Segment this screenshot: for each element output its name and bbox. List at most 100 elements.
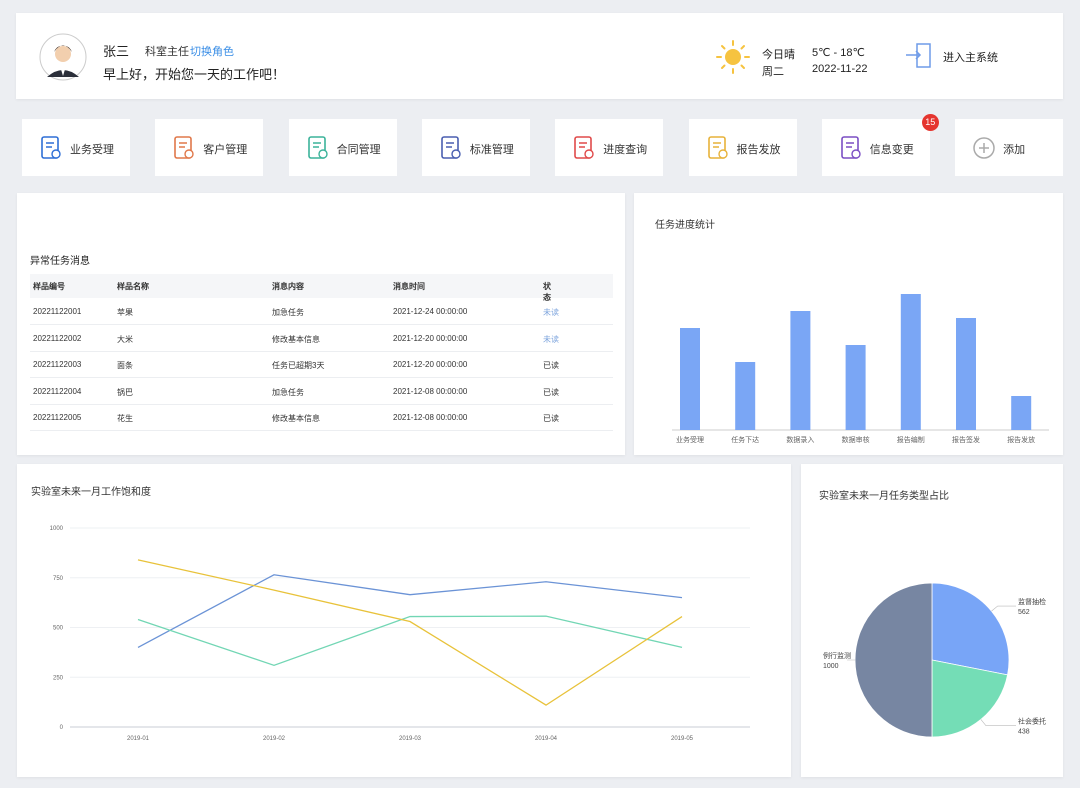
line-series: [137, 574, 683, 648]
label-leader: [980, 719, 1016, 726]
shortcut-tile[interactable]: 标准管理: [421, 119, 530, 176]
column-header: 状态: [543, 282, 551, 302]
x-tick-label: 数据审核: [842, 435, 870, 444]
shortcut-tile[interactable]: 客户管理: [155, 119, 264, 176]
table-cell: 未读: [543, 308, 559, 317]
shortcut-label: 业务受理: [70, 144, 114, 156]
slice-value: 562: [1018, 609, 1030, 616]
icon-shape: [184, 149, 194, 159]
slice-label: 社会委托: [1018, 717, 1046, 726]
shortcut-icon: [574, 136, 594, 159]
x-tick-label: 报告发放: [1007, 435, 1035, 444]
chart-title: 实验室未来一月工作饱和度: [31, 485, 151, 498]
table-cell: 20221122002: [33, 333, 82, 343]
icon-shape: [174, 136, 193, 159]
date: 2022-11-22: [812, 63, 868, 75]
enter-system-link[interactable]: 进入主系统: [943, 52, 998, 64]
weekday: 周二: [762, 66, 784, 78]
icon-shape: [707, 136, 726, 159]
table-cell: 20221122005: [33, 413, 82, 422]
shortcut-tile[interactable]: 信息变更 15: [821, 114, 939, 176]
shortcut-icon: [174, 136, 194, 159]
icon-shape: [179, 142, 188, 148]
shortcut-icon: [840, 136, 861, 159]
table-cell: 面条: [117, 361, 133, 370]
slice-label: 监督抽检: [1018, 597, 1046, 606]
icon-shape: [46, 142, 54, 148]
table-cell: 已读: [543, 414, 559, 423]
table-cell: 2021-12-24 00:00:00: [393, 307, 468, 316]
bar: [900, 294, 921, 430]
table-cell: 已读: [543, 361, 559, 370]
shortcut-icon: [441, 136, 461, 159]
row-divider: [30, 403, 613, 405]
x-tick-label: 2019-04: [535, 736, 558, 742]
shortcut-tile[interactable]: 进度查询: [555, 119, 664, 176]
y-tick-label: 250: [53, 675, 64, 681]
avatar: [39, 33, 87, 81]
table-cell: 修改基本信息: [272, 414, 320, 423]
icon-shape: [840, 136, 859, 159]
enter-icon: [906, 43, 931, 68]
user-role: 科室主任: [145, 46, 189, 58]
shortcut-label: 进度查询: [603, 144, 648, 156]
slice-value: 438: [1018, 729, 1030, 736]
x-tick-label: 报告编制: [897, 435, 925, 444]
y-tick-label: 500: [53, 626, 64, 632]
shortcut-tile[interactable]: 报告发放: [688, 119, 797, 176]
y-tick-label: 1000: [50, 526, 64, 532]
shortcut-icon: [973, 137, 995, 159]
icon-shape: [851, 149, 861, 159]
shortcut-tile[interactable]: 合同管理: [288, 119, 397, 176]
table-cell: 加急任务: [272, 387, 304, 397]
shortcut-tile[interactable]: 业务受理: [22, 119, 130, 176]
icon-shape: [51, 149, 61, 159]
x-tick-label: 任务下达: [731, 435, 759, 444]
icon-shape: [451, 149, 461, 159]
slice-label: 例行监测: [823, 651, 851, 660]
shortcut-label: 客户管理: [203, 144, 248, 156]
chart-title: 实验室未来一月任务类型占比: [819, 489, 949, 502]
shortcut-label: 合同管理: [336, 144, 381, 156]
x-tick-label: 2019-05: [671, 736, 694, 742]
chart-title: 任务进度统计: [655, 218, 715, 231]
bar: [680, 328, 700, 430]
icon-shape: [312, 142, 321, 148]
x-tick-label: 业务受理: [676, 435, 704, 444]
shortcut-tile[interactable]: 添加: [955, 119, 1064, 176]
column-header: 消息内容: [272, 282, 304, 291]
shortcut-label: 信息变更: [869, 144, 914, 156]
label-leader: [991, 605, 1016, 612]
table-cell: 任务已超期3天: [272, 361, 325, 370]
table-cell: 2021-12-08 00:00:00: [393, 413, 468, 422]
icon-shape: [307, 136, 326, 159]
shortcut-label: 添加: [1003, 144, 1026, 156]
icon-shape: [845, 142, 854, 148]
switch-role-link[interactable]: 切换角色: [190, 46, 234, 58]
bar: [735, 362, 756, 430]
header-card: 张三 科室主任 切换角色 早上好，开始您一天的工作吧！ 今日晴 5℃ - 18℃…: [16, 13, 1063, 99]
table-cell: 20221122003: [33, 360, 82, 369]
table-cell: 加急任务: [272, 308, 304, 317]
user-name: 张三: [103, 44, 130, 59]
table-cell: 20221122001: [33, 307, 82, 316]
row-divider: [30, 324, 613, 325]
icon-shape: [41, 136, 59, 159]
pie-card: 实验室未来一月任务类型占比 监督抽检 562 社会委托 438 例行监测 1000: [801, 464, 1063, 777]
y-tick-label: 750: [53, 576, 64, 582]
table-cell: 已读: [543, 387, 559, 397]
y-tick-label: 0: [60, 725, 64, 731]
greeting: 早上好，开始您一天的工作吧！: [103, 67, 286, 82]
icon-shape: [717, 149, 728, 159]
table-cell: 苹果: [117, 308, 133, 317]
table-cell: 未读: [543, 334, 559, 344]
icon-shape: [973, 137, 995, 159]
weather: 今日晴: [762, 49, 795, 61]
table-card: 异常任务消息 样品编号 样品名称 消息内容 消息时间 状态 20221122001 苹果 加急…: [17, 193, 625, 455]
icon-shape: [979, 143, 990, 153]
bar: [790, 311, 811, 430]
badge: 15: [921, 114, 939, 131]
